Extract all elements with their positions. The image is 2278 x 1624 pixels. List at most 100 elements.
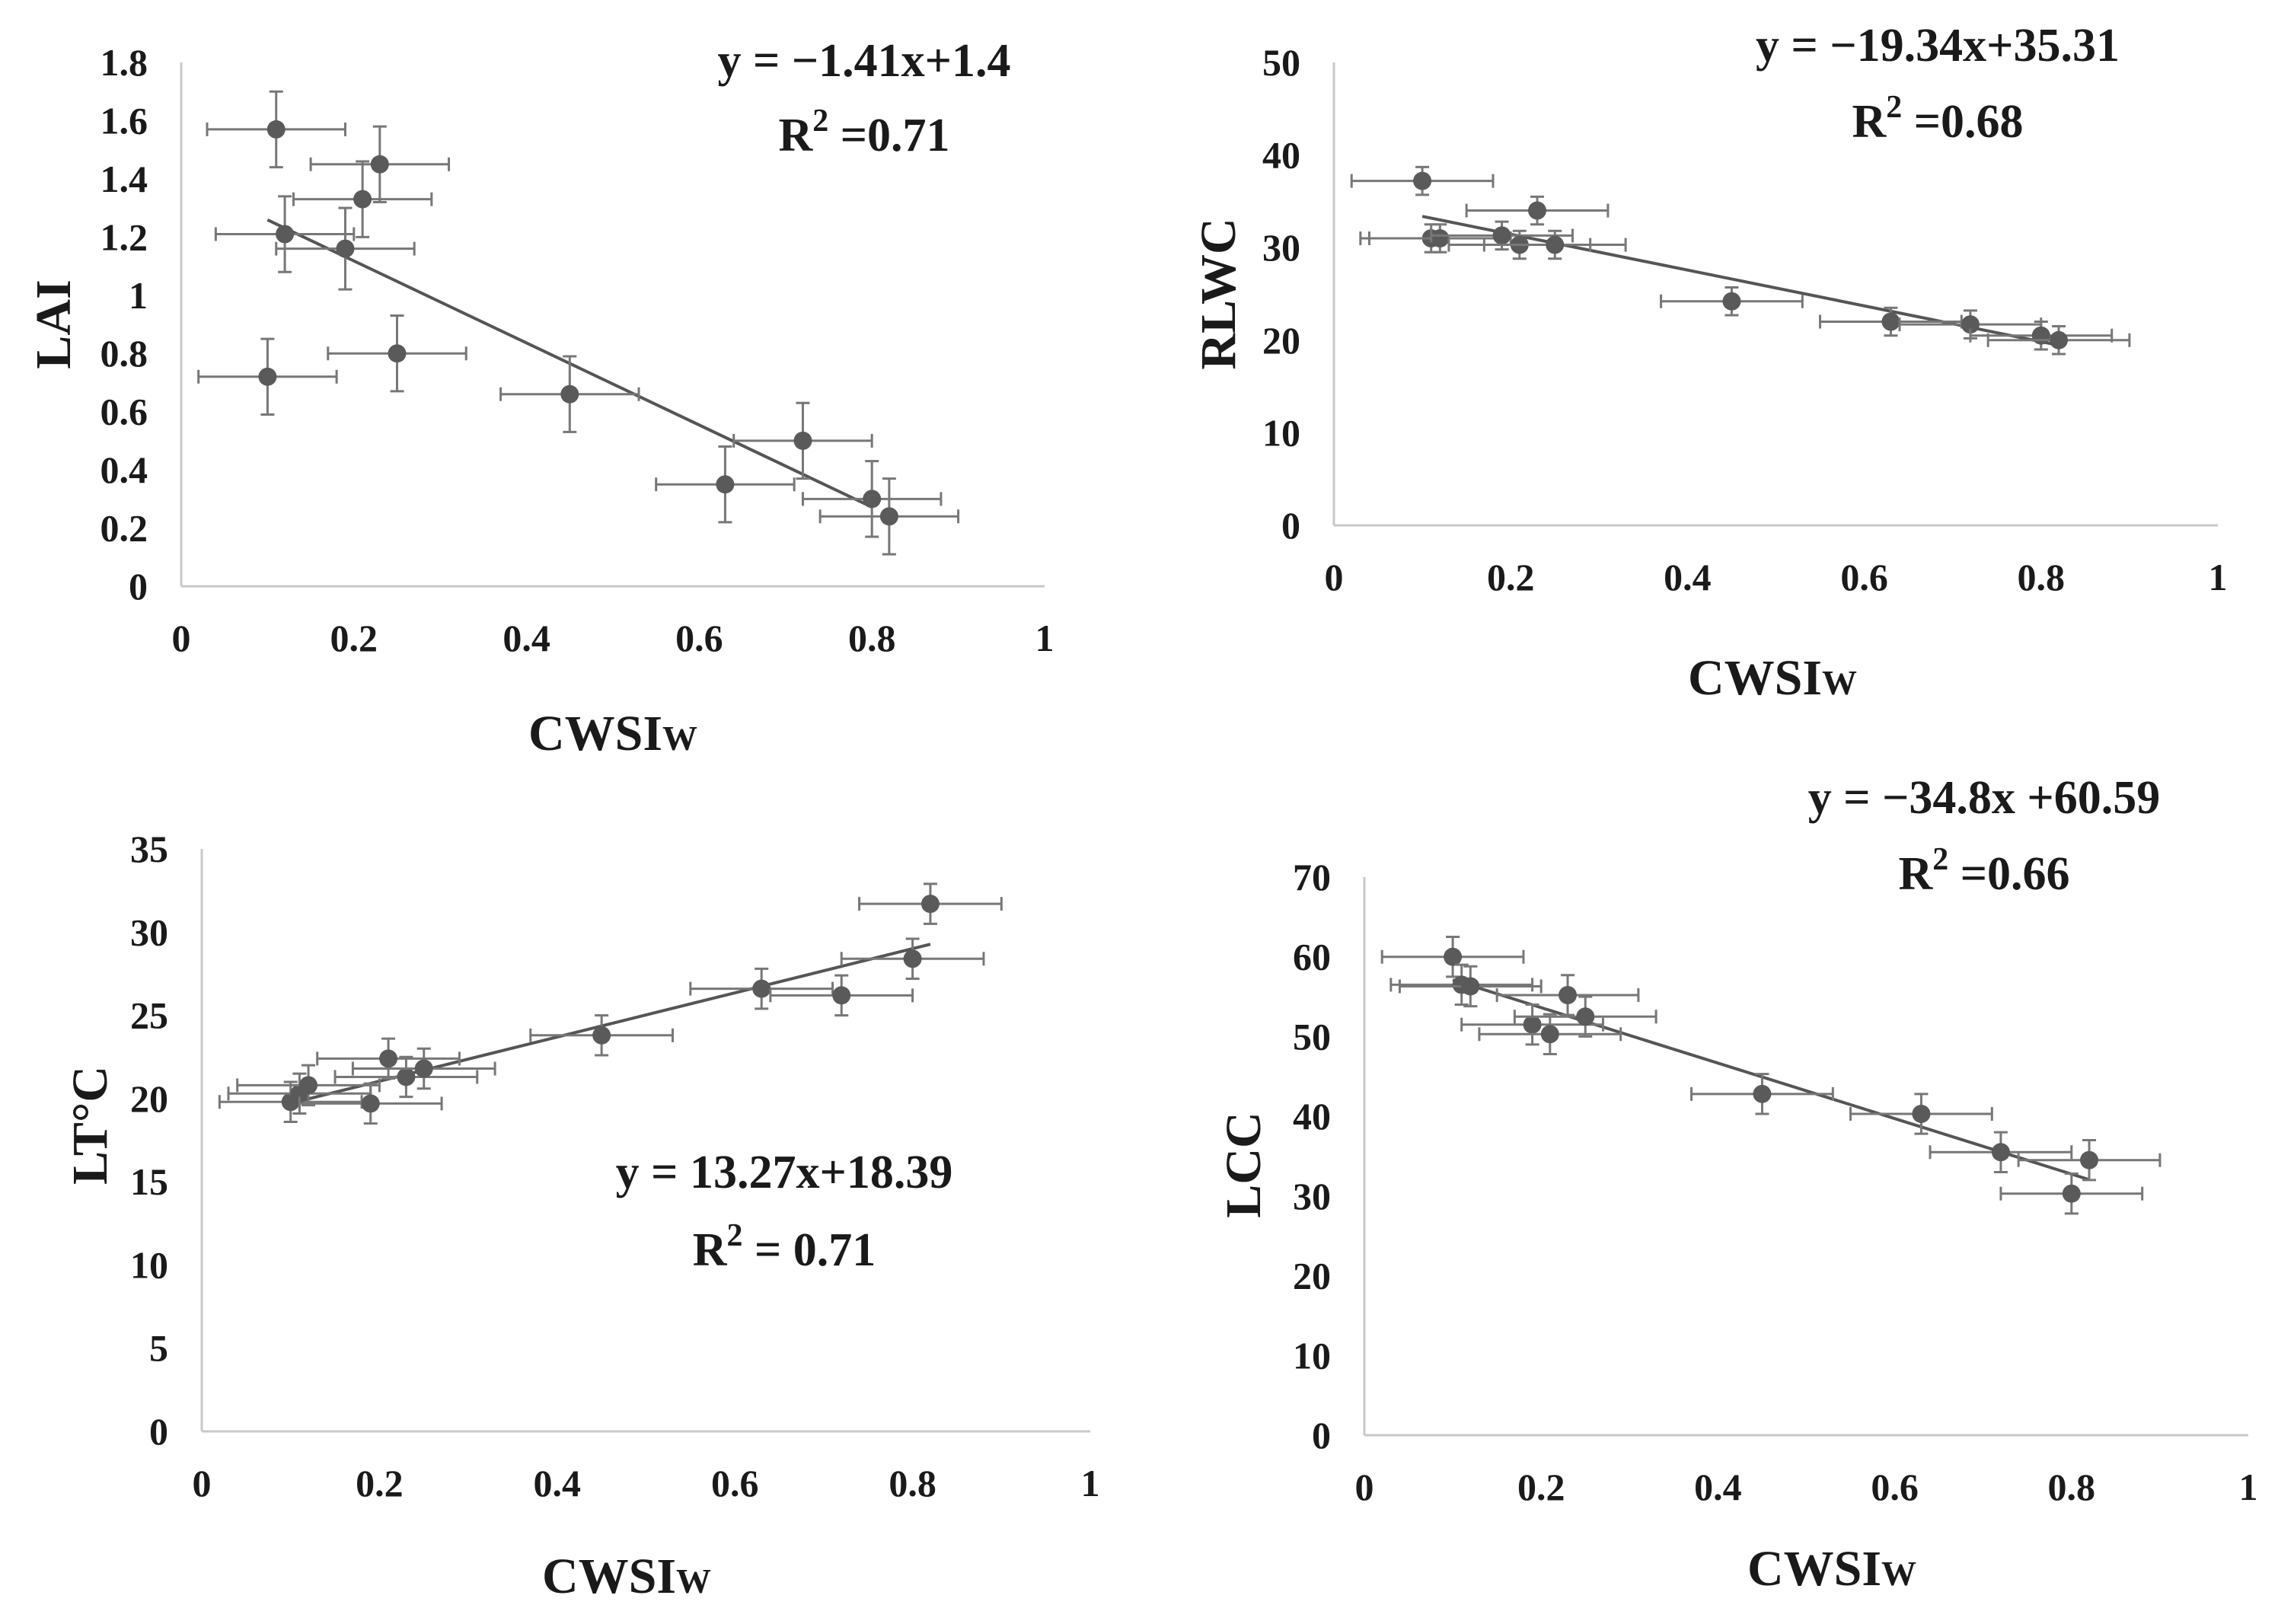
x-tick-label: 0.2 xyxy=(1517,1466,1565,1508)
r-squared-value: =0.68 xyxy=(1902,96,2023,148)
data-point-marker xyxy=(560,384,579,404)
data-point-marker xyxy=(1722,292,1741,311)
y-tick-label: 0 xyxy=(149,1410,168,1453)
data-point xyxy=(2017,1139,2162,1182)
y-tick-label: 1.6 xyxy=(100,99,148,142)
data-point-marker xyxy=(258,367,277,386)
x-axis-title: CWSIW xyxy=(1747,1541,1916,1597)
x-axis-title: CWSIW xyxy=(528,706,697,761)
data-point xyxy=(292,160,433,238)
r-squared-superscript: 2 xyxy=(1932,842,1948,877)
data-point xyxy=(1929,1131,2073,1173)
data-point-marker xyxy=(716,475,735,494)
y-tick-label: 20 xyxy=(130,1077,168,1120)
x-axis-title-subscript: W xyxy=(1881,1554,1916,1593)
data-point xyxy=(214,195,356,273)
r-squared-label: R2 =0.71 xyxy=(778,104,949,161)
y-axis-title: LAI xyxy=(26,279,81,369)
y-tick-label: 50 xyxy=(1293,1015,1331,1058)
data-point xyxy=(1460,1003,1604,1046)
data-point xyxy=(840,937,985,980)
y-tick-label: 0 xyxy=(1281,504,1300,547)
y-axis-title: LT°C xyxy=(62,1066,118,1185)
x-axis-title-main: CWSI xyxy=(542,1549,676,1604)
x-tick-label: 0.6 xyxy=(1871,1466,1919,1508)
x-tick-label: 0.6 xyxy=(675,617,723,659)
y-tick-label: 40 xyxy=(1262,134,1300,177)
x-tick-label: 1 xyxy=(1081,1462,1100,1504)
data-point xyxy=(818,477,960,556)
data-point xyxy=(1513,995,1657,1038)
y-axis-title: RLWC xyxy=(1191,218,1246,369)
x-tick-label: 0.2 xyxy=(1487,556,1535,598)
r-squared-superscript: 2 xyxy=(1886,90,1902,125)
data-point xyxy=(1986,325,2131,356)
data-point-marker xyxy=(299,1076,318,1095)
data-point xyxy=(206,90,346,169)
r-squared-label: R2 = 0.71 xyxy=(693,1218,876,1276)
r-squared-symbol: R xyxy=(1898,848,1933,900)
x-tick-label: 1 xyxy=(1035,617,1054,659)
data-point-marker xyxy=(1461,977,1480,996)
r-squared-symbol: R xyxy=(1852,96,1887,148)
x-tick-label: 0.6 xyxy=(1840,556,1888,598)
x-axis-title-subscript: W xyxy=(676,1562,711,1600)
x-axis-title: CWSIW xyxy=(1688,650,1857,706)
chart-panel-lt: 0 5 10 15 20 25 30 35 0 0.2 0.4 0.6 0.8 1 CWSIW LT°C y =… xyxy=(62,828,1100,1604)
data-point-marker xyxy=(832,986,851,1005)
y-axis-title: LCC xyxy=(1216,1112,1271,1217)
chart-panel-rlwc: 0 10 20 30 40 50 0 0.2 0.4 0.6 0.8 1 CWSIW RLWC y = −1… xyxy=(1191,20,2228,706)
data-point xyxy=(529,1014,675,1057)
data-point-marker xyxy=(1753,1084,1772,1103)
data-point xyxy=(275,206,416,291)
data-point xyxy=(1495,974,1640,1016)
data-point-marker xyxy=(1961,315,1980,334)
data-point xyxy=(1465,195,1610,226)
x-tick-label: 0.6 xyxy=(711,1462,759,1504)
data-point-marker xyxy=(1576,1007,1595,1026)
data-point-marker xyxy=(1540,1025,1559,1044)
y-tick-label: 30 xyxy=(1262,226,1300,269)
data-point xyxy=(309,125,451,203)
x-tick-label: 0.8 xyxy=(848,617,896,659)
x-tick-label: 0.4 xyxy=(534,1462,582,1504)
data-point xyxy=(769,974,914,1017)
data-point xyxy=(1380,936,1525,978)
data-point-marker xyxy=(2062,1184,2081,1203)
regression-equation: y = −34.8x +60.59 xyxy=(1808,772,2161,824)
data-point-marker xyxy=(414,1059,433,1078)
r-squared-symbol: R xyxy=(693,1224,728,1276)
x-tick-label: 0 xyxy=(1355,1466,1374,1508)
data-point-marker xyxy=(793,431,812,450)
y-tick-label: 1.8 xyxy=(100,41,148,84)
data-point-marker xyxy=(1492,226,1511,245)
regression-equation: y = −19.34x+35.31 xyxy=(1756,20,2120,72)
data-point xyxy=(327,314,467,393)
data-point xyxy=(689,967,834,1010)
y-tick-label: 20 xyxy=(1262,319,1300,362)
r-squared-superscript: 2 xyxy=(726,1218,742,1253)
x-tick-label: 1 xyxy=(2209,556,2228,598)
y-tick-label: 0.6 xyxy=(100,391,148,433)
y-tick-label: 0.4 xyxy=(100,448,148,491)
data-point-marker xyxy=(1559,985,1578,1004)
y-tick-label: 50 xyxy=(1262,41,1300,84)
data-point xyxy=(1819,306,1963,337)
regression-equation: y = 13.27x+18.39 xyxy=(616,1147,953,1198)
y-tick-label: 15 xyxy=(130,1160,168,1203)
data-point xyxy=(1969,320,2114,351)
data-point xyxy=(351,1047,496,1090)
x-axis-title-subscript: W xyxy=(662,719,697,758)
y-tick-label: 5 xyxy=(149,1327,168,1370)
y-tick-label: 30 xyxy=(1293,1175,1331,1217)
data-point xyxy=(858,882,1003,925)
x-tick-label: 0.8 xyxy=(889,1462,936,1504)
data-point xyxy=(1898,309,2043,340)
y-tick-label: 35 xyxy=(130,828,168,870)
data-point-marker xyxy=(1444,947,1463,966)
data-point-marker xyxy=(353,190,372,209)
data-point-marker xyxy=(1912,1105,1931,1124)
data-point-marker xyxy=(379,1049,398,1068)
data-point xyxy=(1849,1093,1993,1135)
y-tick-label: 40 xyxy=(1293,1095,1331,1137)
